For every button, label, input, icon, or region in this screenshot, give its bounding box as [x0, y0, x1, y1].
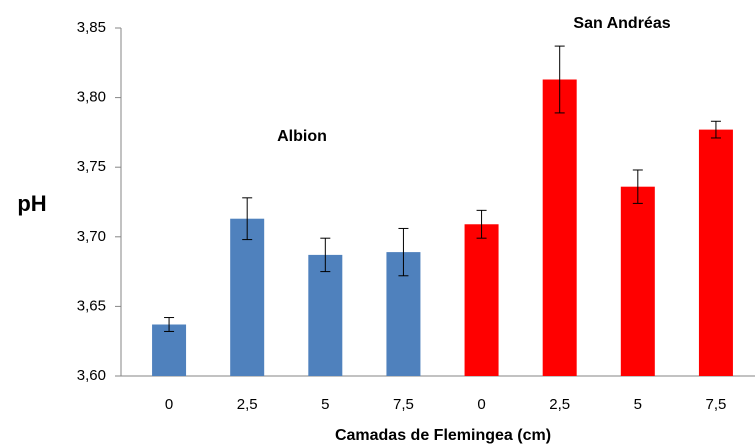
x-tick-label: 5 [634, 396, 642, 413]
error-bar [398, 227, 409, 277]
x-tick-label: 2,5 [549, 396, 570, 413]
bar [230, 218, 265, 376]
error-bar [554, 45, 565, 114]
bar [308, 254, 343, 376]
error-bar [632, 169, 643, 204]
bar [620, 186, 655, 376]
x-tick-label: 7,5 [393, 396, 414, 413]
y-tick-label: 3,70 [77, 228, 106, 245]
bar [464, 224, 499, 376]
x-tick-label: 0 [165, 396, 173, 413]
x-tick-label: 5 [321, 396, 329, 413]
bar [542, 79, 577, 376]
y-axis-label: pH [17, 191, 46, 216]
y-tick-label: 3,80 [77, 89, 106, 106]
x-tick-label: 7,5 [706, 396, 727, 413]
x-tick-label: 0 [477, 396, 485, 413]
error-bar [242, 197, 253, 241]
y-tick-label: 3,75 [77, 158, 106, 175]
annotation: San Andréas [573, 15, 670, 32]
x-axis-label: Camadas de Flemingea (cm) [335, 427, 551, 444]
x-tick-label: 2,5 [237, 396, 258, 413]
bar [698, 129, 733, 376]
error-bar [164, 317, 175, 332]
error-bar [476, 209, 487, 239]
error-bar [710, 120, 721, 139]
y-tick-label: 3,60 [77, 367, 106, 384]
y-tick-label: 3,65 [77, 297, 106, 314]
y-tick-label: 3,85 [77, 19, 106, 36]
error-bar [320, 237, 331, 273]
annotation: Albion [277, 128, 327, 145]
bar [152, 324, 187, 376]
